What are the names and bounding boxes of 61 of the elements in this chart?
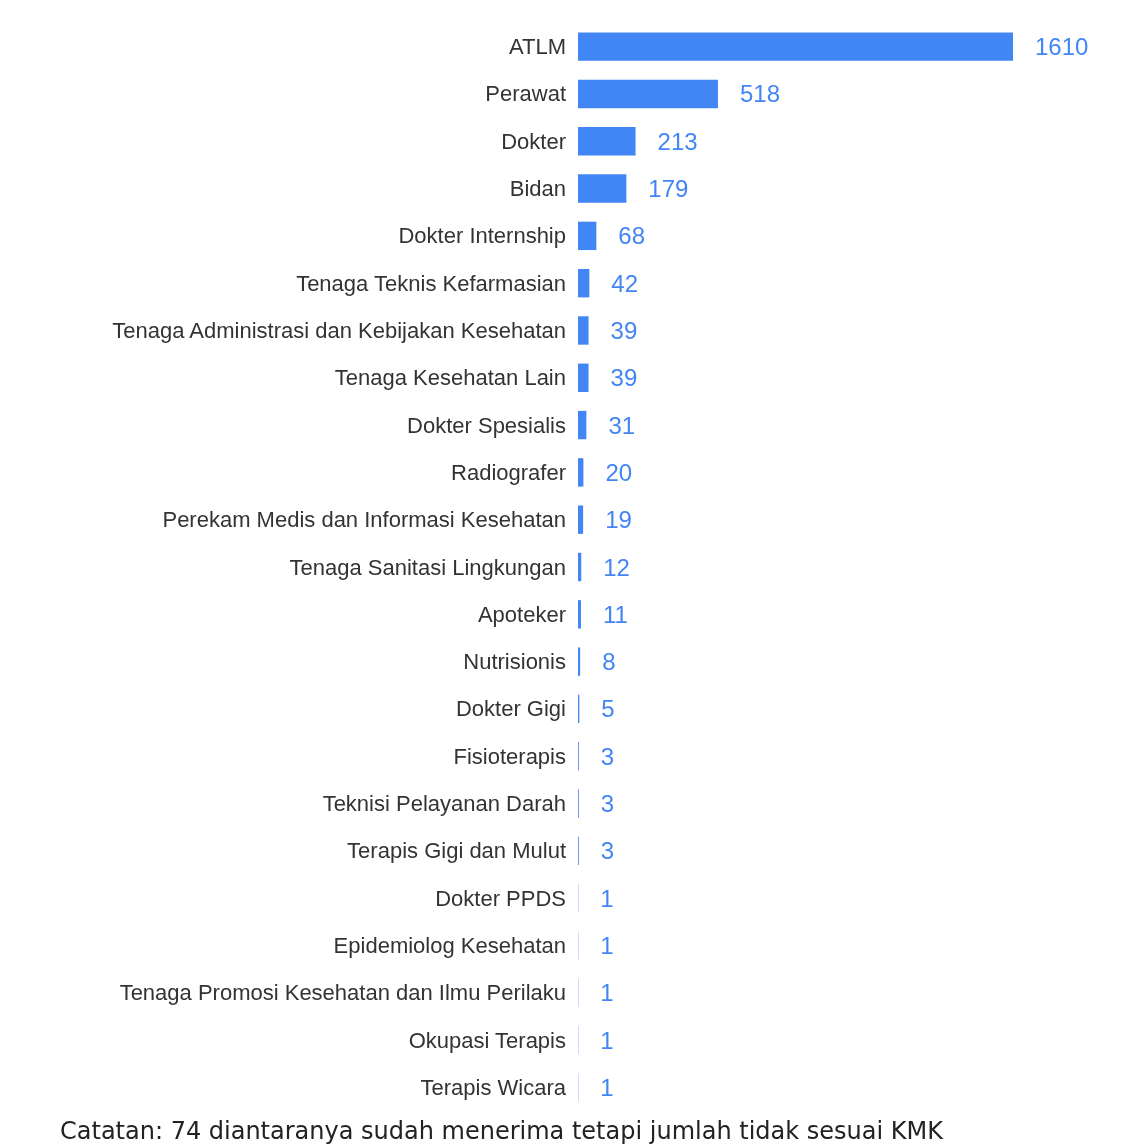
y-tick-label: Teknisi Pelayanan Darah (322, 791, 566, 817)
y-tick-label: Radiografer (451, 459, 566, 485)
data-label: 1 (600, 884, 614, 912)
data-label: 11 (602, 600, 628, 628)
data-label: 5 (601, 695, 615, 723)
y-tick-label: Okupasi Terapis (408, 1027, 566, 1053)
data-label: 518 (739, 80, 780, 108)
bar (578, 316, 589, 345)
bar (578, 600, 581, 629)
y-tick-label: Tenaga Promosi Kesehatan dan Ilmu Perilaku (119, 980, 566, 1006)
y-tick-label: Dokter Gigi (455, 696, 566, 722)
data-label: 39 (610, 364, 638, 392)
bar (578, 174, 627, 203)
data-label: 1 (600, 1026, 614, 1054)
y-tick-label: Apoteker (477, 601, 566, 627)
y-tick-label: Fisioterapis (453, 743, 566, 769)
data-label: 213 (657, 127, 698, 155)
data-label: 3 (600, 742, 615, 770)
bar (578, 410, 587, 440)
y-tick-label: Tenaga Sanitasi Lingkungan (289, 554, 566, 580)
y-tick-label: Dokter Internship (398, 223, 566, 249)
y-tick-label: Terapis Gigi dan Mulut (347, 838, 566, 864)
y-tick-label: Epidemiolog Kesehatan (333, 932, 566, 958)
bar (578, 552, 582, 582)
y-tick-label: ATLM (508, 34, 566, 60)
data-label: 31 (608, 411, 636, 439)
bar (578, 458, 584, 487)
data-label: 3 (600, 837, 615, 865)
data-label: 68 (618, 222, 646, 250)
bar (578, 79, 718, 109)
y-tick-label: Tenaga Kesehatan Lain (334, 365, 566, 391)
data-label: 8 (602, 648, 616, 676)
bar (578, 127, 636, 156)
text: Catatan: 74 diantaranya sudah menerima tetapi jumlah tidak sesuai KMK (60, 1117, 945, 1145)
data-label: 179 (648, 175, 689, 203)
bar (578, 32, 1013, 61)
y-tick-label: Nutrisionis (463, 649, 566, 675)
data-label: 20 (605, 458, 633, 486)
bar (578, 268, 590, 298)
data-label: 12 (603, 553, 630, 581)
bar (578, 505, 584, 534)
data-label: 1 (600, 931, 614, 959)
data-label: 1610 (1035, 33, 1089, 61)
data-label: 19 (605, 506, 632, 534)
data-label: 42 (611, 269, 639, 297)
bar (578, 221, 597, 251)
bar (578, 363, 589, 392)
bar (578, 647, 581, 676)
y-tick-label: Tenaga Administrasi dan Kebijakan Kesehatan (112, 317, 566, 343)
y-tick-label: Perekam Medis dan Informasi Kesehatan (162, 507, 566, 533)
y-tick-label: Terapis Wicara (420, 1074, 567, 1100)
data-label: 1 (600, 1073, 614, 1101)
y-tick-label: Dokter PPDS (435, 885, 566, 911)
data-label: 39 (610, 316, 638, 344)
y-tick-label: Dokter Spesialis (407, 412, 566, 438)
data-label: 1 (600, 979, 614, 1007)
data-label: 3 (600, 790, 615, 818)
y-tick-label: Perawat (485, 81, 566, 107)
y-tick-label: Dokter (501, 128, 566, 154)
y-tick-label: Tenaga Teknis Kefarmasian (296, 270, 566, 296)
y-tick-label: Bidan (509, 176, 566, 202)
